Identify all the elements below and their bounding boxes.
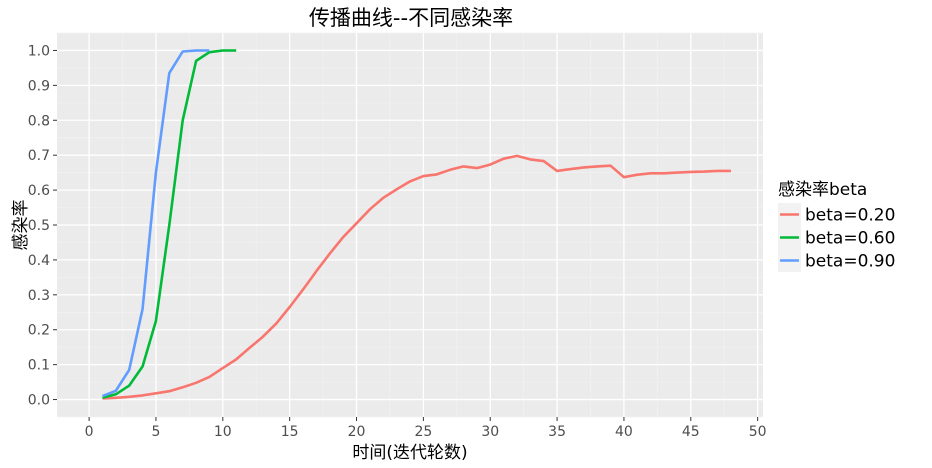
- x-tick-label: 10: [214, 424, 232, 440]
- y-tick-label: 0.7: [28, 148, 50, 164]
- y-tick-label: 1.0: [28, 43, 50, 59]
- y-tick-label: 0.0: [28, 393, 50, 409]
- legend-label-0: beta=0.20: [805, 206, 895, 226]
- y-tick-label: 0.4: [28, 253, 50, 269]
- x-tick-label: 45: [682, 424, 700, 440]
- legend-title: 感染率beta: [778, 180, 867, 200]
- legend-label-1: beta=0.60: [805, 229, 895, 249]
- x-tick-label: 25: [414, 424, 432, 440]
- y-tick-label: 0.2: [28, 323, 50, 339]
- x-tick-label: 35: [548, 424, 566, 440]
- y-tick-label: 0.1: [28, 358, 50, 374]
- y-tick-label: 0.8: [28, 113, 50, 129]
- y-tick-label: 0.9: [28, 78, 50, 94]
- series-line-1: [102, 49, 237, 400]
- series-line-2: [102, 49, 210, 398]
- y-tick-label: 0.3: [28, 288, 50, 304]
- series-line-0: [102, 154, 731, 400]
- legend-label-2: beta=0.90: [805, 252, 895, 272]
- x-tick-label: 40: [615, 424, 633, 440]
- x-tick-label: 15: [281, 424, 299, 440]
- x-tick-label: 5: [151, 424, 160, 440]
- x-tick-label: 50: [749, 424, 767, 440]
- grid-major: [57, 33, 763, 417]
- legend: 感染率beta beta=0.20 beta=0.60 beta=0.90: [778, 180, 895, 272]
- x-tick-label: 30: [481, 424, 499, 440]
- y-tick-label: 0.5: [28, 218, 50, 234]
- x-tick-label: 0: [85, 424, 94, 440]
- x-tick-label: 20: [348, 424, 366, 440]
- x-axis-title: 时间(迭代轮数): [352, 443, 467, 463]
- x-axis: 0 5 10 15 20 25 30 35 40 45 50: [85, 417, 767, 440]
- chart-title: 传播曲线--不同感染率: [309, 6, 513, 30]
- series-layer: [102, 49, 731, 400]
- legend-items: beta=0.20 beta=0.60 beta=0.90: [778, 203, 895, 272]
- y-axis-title: 感染率: [11, 200, 31, 251]
- y-tick-label: 0.6: [28, 183, 50, 199]
- y-axis: 0.0 0.1 0.2 0.3 0.4 0.5 0.6 0.7 0.8 0.9 1.0: [28, 43, 57, 409]
